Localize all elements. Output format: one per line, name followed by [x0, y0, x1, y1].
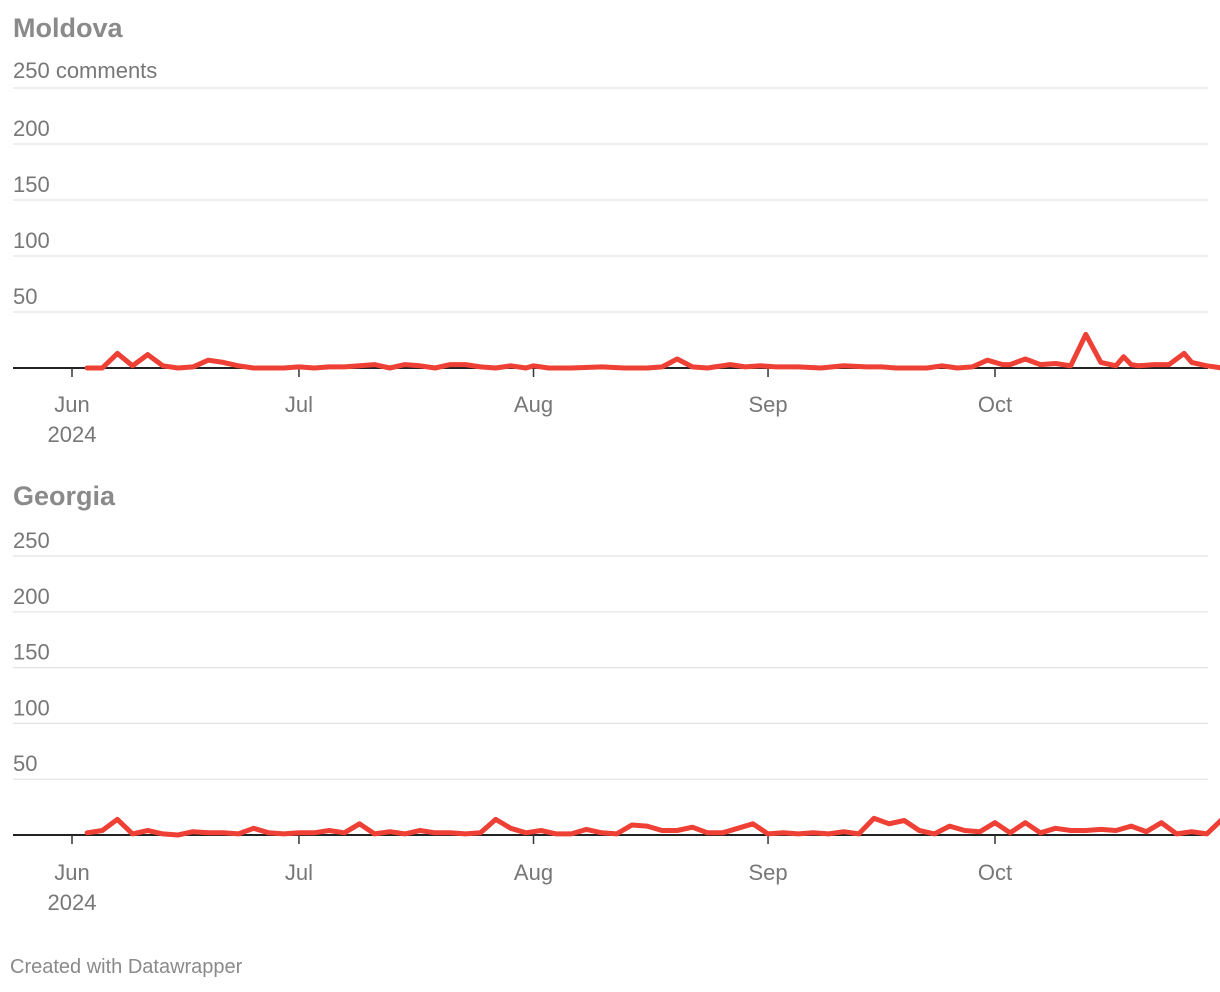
- y-tick-label: 200: [13, 584, 50, 609]
- x-tick-label: Oct: [978, 392, 1012, 417]
- x-tick-label: Jul: [285, 860, 313, 885]
- y-tick-label: 100: [13, 228, 50, 253]
- x-tick-label: Jun: [54, 860, 89, 885]
- x-tick-label: Jul: [285, 392, 313, 417]
- datawrapper-credit[interactable]: Created with Datawrapper: [10, 956, 243, 978]
- chart-georgia: Georgia 50 100 150 200 250 Jun 2024 Jul Aug Sep Oct: [13, 481, 1220, 915]
- y-tick-label: 150: [13, 172, 50, 197]
- x-tick-label: Jun: [54, 392, 89, 417]
- y-tick-label: 250: [13, 528, 50, 553]
- chart-title: Georgia: [13, 481, 116, 511]
- y-tick-label: 50: [13, 751, 37, 776]
- x-tick-label: Sep: [748, 392, 787, 417]
- x-tick-label: Aug: [514, 860, 553, 885]
- y-tick-label: 100: [13, 695, 50, 720]
- x-tick-year-label: 2024: [48, 890, 97, 915]
- x-tick-label: Aug: [514, 392, 553, 417]
- x-tick-label: Sep: [748, 860, 787, 885]
- y-tick-label: 150: [13, 640, 50, 665]
- series-line: [84, 331, 1220, 371]
- series-line: [84, 815, 1220, 838]
- y-axis-unit-label: 250 comments: [13, 58, 157, 83]
- y-tick-label: 200: [13, 116, 50, 141]
- y-tick-label: 50: [13, 284, 37, 309]
- x-tick-label: Oct: [978, 860, 1012, 885]
- x-tick-year-label: 2024: [48, 422, 97, 447]
- chart-moldova: Moldova 50 100 150 200 250 comments Jun 2024 Jul…: [13, 13, 1220, 447]
- chart-title: Moldova: [13, 13, 123, 43]
